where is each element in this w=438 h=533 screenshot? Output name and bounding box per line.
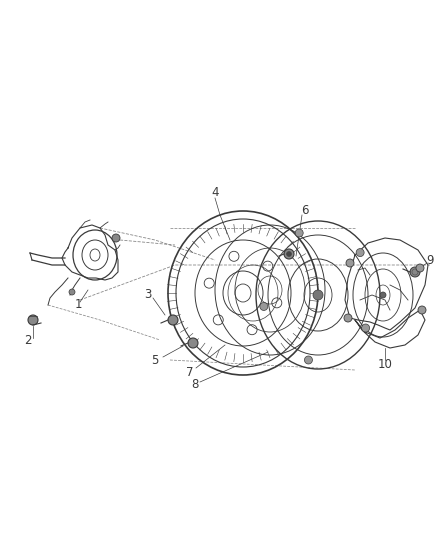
Text: 8: 8 — [191, 378, 199, 392]
Text: 10: 10 — [378, 359, 392, 372]
Circle shape — [188, 338, 198, 348]
Circle shape — [356, 248, 364, 256]
Circle shape — [416, 264, 424, 272]
Circle shape — [346, 259, 354, 267]
Text: 5: 5 — [151, 353, 159, 367]
Circle shape — [410, 267, 420, 277]
Circle shape — [418, 306, 426, 314]
Text: 9: 9 — [426, 254, 434, 266]
Text: 1: 1 — [74, 298, 82, 311]
Circle shape — [28, 315, 38, 325]
Text: 3: 3 — [144, 288, 152, 302]
Circle shape — [304, 356, 312, 364]
Circle shape — [344, 314, 352, 322]
Circle shape — [313, 290, 323, 300]
Circle shape — [260, 302, 268, 310]
Circle shape — [284, 249, 294, 259]
Circle shape — [362, 324, 370, 332]
Circle shape — [69, 289, 75, 295]
Text: 6: 6 — [301, 204, 309, 216]
Circle shape — [295, 229, 303, 237]
Circle shape — [380, 292, 386, 298]
Text: 4: 4 — [211, 187, 219, 199]
Circle shape — [168, 315, 178, 325]
Text: 7: 7 — [186, 366, 194, 378]
Text: 2: 2 — [24, 334, 32, 346]
Circle shape — [112, 234, 120, 242]
Circle shape — [286, 252, 292, 256]
